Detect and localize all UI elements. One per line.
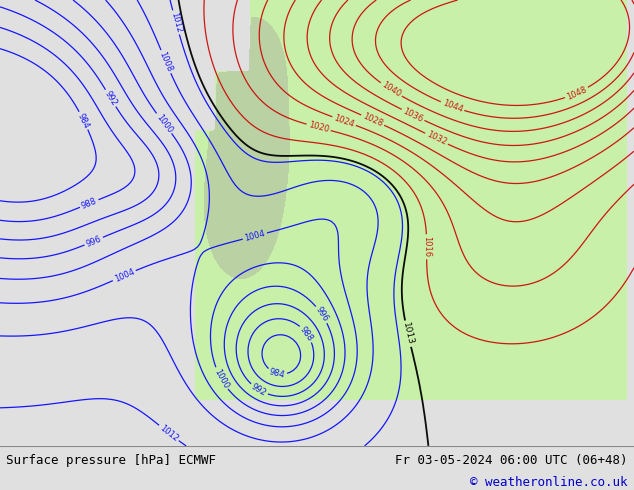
Text: 992: 992	[103, 89, 119, 107]
Text: 1032: 1032	[425, 130, 448, 147]
Text: 1000: 1000	[212, 367, 230, 390]
Text: 1028: 1028	[361, 112, 384, 128]
Text: 984: 984	[268, 367, 286, 380]
Text: 1020: 1020	[307, 121, 330, 134]
Text: 1012: 1012	[169, 11, 183, 34]
Text: 1024: 1024	[333, 113, 356, 129]
Text: 996: 996	[314, 305, 330, 323]
Text: 1008: 1008	[158, 50, 174, 73]
Text: © weatheronline.co.uk: © weatheronline.co.uk	[470, 476, 628, 489]
Text: 1000: 1000	[154, 112, 174, 134]
Text: 992: 992	[250, 382, 268, 398]
Text: 1044: 1044	[441, 98, 464, 114]
Text: 1004: 1004	[113, 267, 136, 284]
Text: 1012: 1012	[158, 423, 180, 443]
Text: 1036: 1036	[401, 106, 425, 123]
Text: 1016: 1016	[422, 236, 431, 257]
Text: 996: 996	[84, 234, 103, 248]
Text: 1040: 1040	[380, 80, 403, 99]
Text: 984: 984	[76, 112, 91, 130]
Text: 988: 988	[298, 324, 315, 343]
Text: 1013: 1013	[401, 321, 415, 346]
Text: Fr 03-05-2024 06:00 UTC (06+48): Fr 03-05-2024 06:00 UTC (06+48)	[395, 454, 628, 466]
Text: 1048: 1048	[565, 85, 588, 101]
Text: 1004: 1004	[243, 229, 266, 243]
Text: Surface pressure [hPa] ECMWF: Surface pressure [hPa] ECMWF	[6, 454, 216, 466]
Text: 988: 988	[80, 196, 98, 211]
